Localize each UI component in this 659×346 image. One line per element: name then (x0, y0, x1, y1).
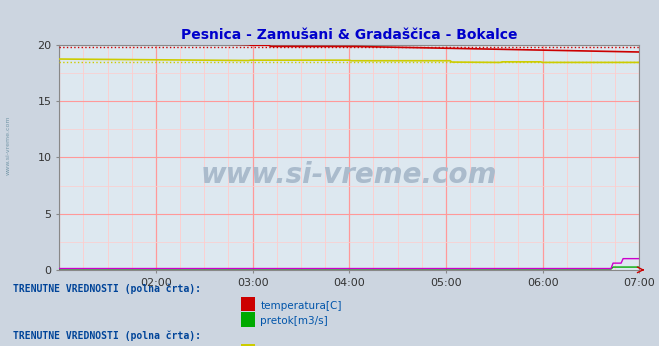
Title: Pesnica - Zamušani & Gradaščica - Bokalce: Pesnica - Zamušani & Gradaščica - Bokalc… (181, 28, 517, 43)
Text: TRENUTNE VREDNOSTI (polna črta):: TRENUTNE VREDNOSTI (polna črta): (13, 330, 201, 341)
Text: TRENUTNE VREDNOSTI (polna črta):: TRENUTNE VREDNOSTI (polna črta): (13, 284, 201, 294)
Text: temperatura[C]: temperatura[C] (260, 301, 342, 311)
Text: www.si-vreme.com: www.si-vreme.com (201, 162, 498, 189)
Text: www.si-vreme.com: www.si-vreme.com (5, 116, 11, 175)
Text: pretok[m3/s]: pretok[m3/s] (260, 316, 328, 326)
